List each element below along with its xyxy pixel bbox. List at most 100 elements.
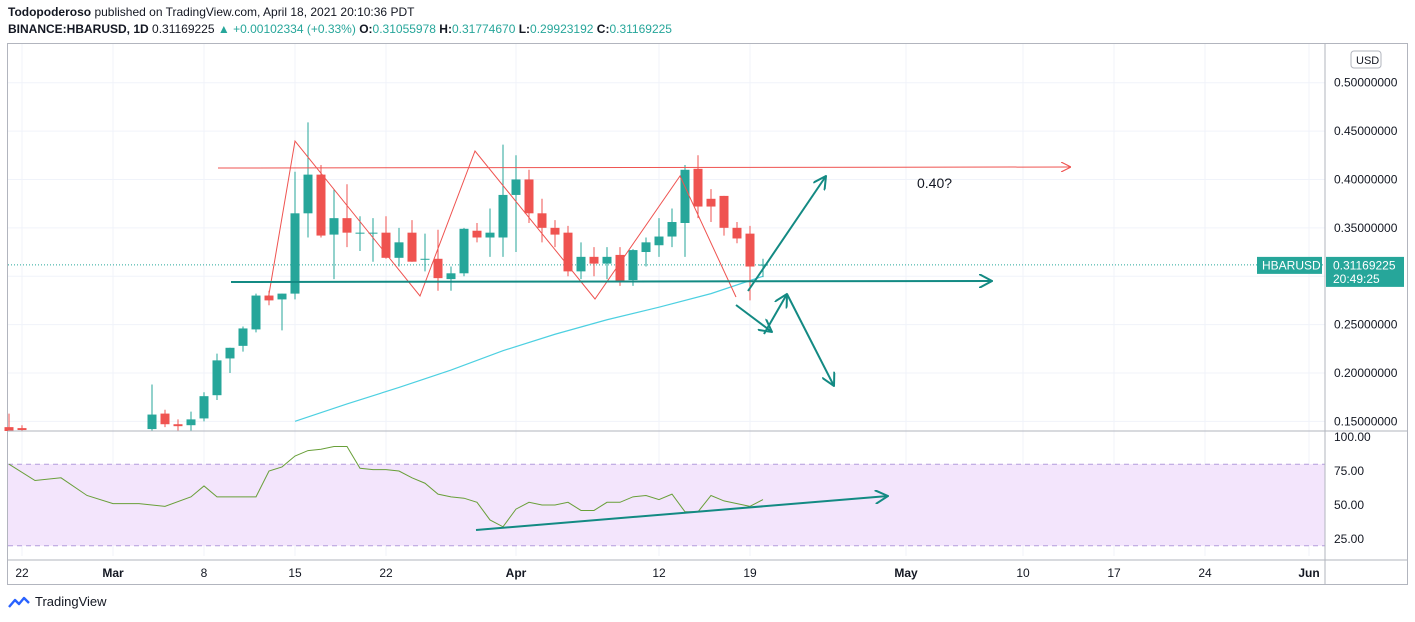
candle[interactable]: [329, 189, 339, 280]
price-tick-label: 0.45000000: [1334, 124, 1398, 138]
candle[interactable]: [537, 198, 547, 243]
low-value: 0.29923192: [530, 22, 594, 36]
candle[interactable]: [420, 233, 430, 272]
candle[interactable]: [589, 247, 599, 277]
candle[interactable]: [407, 220, 417, 262]
candle[interactable]: [693, 155, 703, 219]
candle-body: [186, 419, 196, 426]
close-value: 0.31169225: [609, 22, 672, 36]
candle[interactable]: [472, 222, 482, 243]
candle-body: [745, 233, 755, 267]
candle-body: [277, 293, 287, 300]
candle[interactable]: [251, 293, 261, 333]
candle-body: [693, 168, 703, 207]
candle-body: [394, 242, 404, 258]
candle[interactable]: [316, 164, 326, 238]
currency-badge[interactable]: [1350, 50, 1382, 69]
candle[interactable]: [394, 227, 404, 267]
candle-body: [719, 195, 729, 228]
zigzag-pattern: [267, 139, 737, 301]
candle[interactable]: [381, 216, 391, 259]
tradingview-logo-icon: [8, 596, 30, 608]
candle[interactable]: [186, 411, 196, 431]
time-tick-label: 12: [652, 566, 666, 580]
candle-body: [446, 273, 456, 280]
candle[interactable]: [602, 247, 612, 280]
publish-line: Todopoderoso published on TradingView.co…: [8, 5, 414, 19]
chart-frame: [7, 43, 1408, 585]
candle[interactable]: [459, 227, 469, 277]
rsi-band: [8, 464, 1325, 546]
candle[interactable]: [576, 242, 586, 280]
candle-body: [498, 194, 508, 238]
candle[interactable]: [212, 353, 222, 401]
close-label: C:: [596, 22, 610, 36]
candle[interactable]: [498, 144, 508, 257]
candle[interactable]: [511, 155, 521, 253]
rsi-tick-label: 75.00: [1334, 464, 1364, 478]
time-tick-label: 10: [1016, 566, 1030, 580]
candle[interactable]: [17, 425, 27, 431]
candle-body: [615, 254, 625, 282]
candle-body: [199, 396, 209, 419]
candle[interactable]: [277, 293, 287, 331]
candle[interactable]: [485, 208, 495, 257]
candle[interactable]: [628, 249, 638, 286]
last-value: 0.31169225: [152, 22, 215, 36]
candle[interactable]: [160, 409, 170, 428]
candle[interactable]: [199, 392, 209, 422]
candle-body: [4, 427, 14, 431]
candle[interactable]: [433, 229, 443, 291]
last-price-value: 0.31169225: [1333, 258, 1396, 272]
candle[interactable]: [667, 208, 677, 248]
candle[interactable]: [615, 247, 625, 286]
candle-body: [485, 232, 495, 238]
candle-body: [238, 328, 248, 346]
candle-body: [381, 232, 391, 258]
rsi-divergence-arrow: [475, 496, 888, 531]
rsi-tick-label: 25.00: [1334, 532, 1364, 546]
candle[interactable]: [368, 218, 378, 262]
candle-body: [550, 227, 560, 235]
candle[interactable]: [342, 184, 352, 248]
candle[interactable]: [225, 347, 235, 373]
candle-body: [160, 413, 170, 425]
symbol-label: BINANCE:HBARUSD, 1D: [8, 22, 149, 36]
candle[interactable]: [303, 122, 313, 238]
candle[interactable]: [238, 326, 248, 352]
candle[interactable]: [550, 220, 560, 248]
candle[interactable]: [563, 225, 573, 277]
time-tick-label: Jun: [1298, 566, 1319, 580]
candle[interactable]: [732, 222, 742, 244]
candle[interactable]: [4, 413, 14, 431]
open-label: O:: [359, 22, 373, 36]
candle-body: [355, 232, 365, 234]
candle-body: [589, 256, 599, 264]
tradingview-brand[interactable]: TradingView: [8, 594, 107, 609]
candle-body: [303, 174, 313, 214]
candle[interactable]: [706, 189, 716, 223]
candle-body: [433, 258, 443, 279]
candle[interactable]: [654, 218, 664, 257]
candle[interactable]: [524, 169, 534, 223]
candle-body: [329, 218, 339, 235]
candle-body: [472, 230, 482, 238]
time-tick-label: 8: [201, 566, 208, 580]
high-label: H:: [439, 22, 452, 36]
candle[interactable]: [641, 237, 651, 267]
candle[interactable]: [147, 384, 157, 431]
candle[interactable]: [446, 266, 456, 291]
candle-body: [173, 424, 183, 427]
candle-body: [368, 232, 378, 234]
candle[interactable]: [173, 419, 183, 431]
candle-body: [576, 256, 586, 272]
publish-info: published on TradingView.com, April 18, …: [94, 5, 415, 19]
time-tick-label: 24: [1198, 566, 1212, 580]
candle[interactable]: [680, 164, 690, 257]
candle[interactable]: [719, 195, 729, 236]
time-tick-label: 17: [1107, 566, 1121, 580]
candle[interactable]: [290, 171, 300, 300]
candle-body: [641, 242, 651, 253]
author-name[interactable]: Todopoderoso: [8, 5, 92, 19]
